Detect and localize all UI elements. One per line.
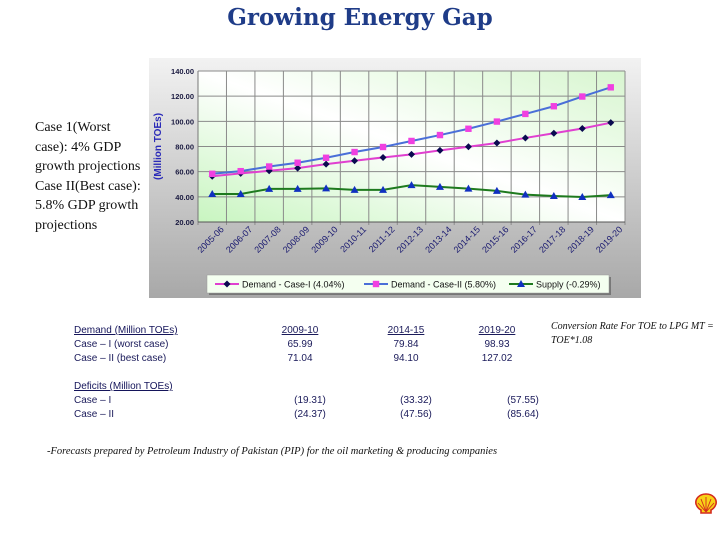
demand-value: 65.99 — [287, 339, 313, 350]
data-point-triangle — [464, 184, 473, 192]
year-header: 2009-10 — [281, 325, 319, 336]
data-point-triangle — [265, 184, 274, 192]
data-point-diamond — [294, 164, 302, 172]
data-point-square — [294, 159, 301, 166]
footnote: -Forecasts prepared by Petroleum Industr… — [47, 446, 498, 457]
y-tick-label: 80.00 — [175, 143, 194, 152]
year-column: 2019-20 98.93 127.02 — [467, 324, 527, 366]
data-point-triangle — [350, 185, 359, 193]
demand-table-labels: Demand (Million TOEs) Case – I (worst ca… — [74, 324, 178, 366]
data-point-triangle — [549, 191, 558, 199]
data-point-triangle — [236, 189, 245, 197]
energy-gap-chart: 20.00 40.00 60.00 80.00 100.00 120.00 140.00 2… — [149, 58, 641, 298]
data-point-square — [408, 137, 415, 145]
legend-label: Demand - Case-II (5.80%) — [391, 280, 496, 290]
data-point-triangle — [379, 185, 388, 193]
conversion-note: Conversion Rate For TOE to LPG MT = TOE*… — [551, 321, 714, 346]
data-point-diamond — [550, 129, 558, 137]
deficit-table-labels: Deficits (Million TOEs) Case – I Case – … — [74, 380, 173, 422]
deficit-column: (57.55) (85.64) — [493, 394, 553, 422]
deficit-value: (57.55) — [507, 395, 539, 406]
row-label: Case – I (worst case) — [74, 339, 169, 350]
demand-value: 98.93 — [484, 339, 510, 350]
data-point-square — [579, 93, 586, 100]
y-tick-label: 20.00 — [175, 218, 194, 227]
series-3 — [208, 181, 615, 200]
data-point-triangle — [407, 181, 416, 189]
series-1 — [208, 119, 615, 180]
y-axis-label: (Million TOEs) — [153, 113, 164, 180]
deficit-column: (33.32) (47.56) — [386, 394, 446, 422]
data-point-square — [493, 118, 501, 125]
data-point-square — [322, 154, 330, 161]
shell-logo-icon — [695, 493, 717, 514]
data-point-triangle — [521, 190, 530, 198]
data-point-diamond — [223, 280, 231, 288]
deficit-column: (19.31) (24.37) — [280, 394, 340, 422]
data-point-diamond — [578, 125, 586, 133]
demand-value: 127.02 — [481, 353, 513, 364]
series-2 — [209, 84, 614, 178]
data-point-triangle — [606, 191, 615, 199]
row-label: Case – I — [74, 395, 112, 406]
year-column: 2009-10 65.99 71.04 — [270, 324, 330, 366]
data-point-diamond — [436, 146, 444, 154]
data-point-triangle — [322, 184, 331, 192]
data-point-diamond — [408, 150, 415, 158]
data-point-triangle — [578, 192, 587, 200]
deficit-value: (24.37) — [294, 409, 326, 420]
y-tick-label: 140.00 — [171, 67, 194, 76]
demand-value: 79.84 — [393, 339, 419, 350]
row-label: Case – II — [74, 409, 115, 420]
legend-label: Supply (-0.29%) — [536, 280, 601, 290]
data-point-diamond — [464, 143, 472, 151]
deficit-value: (47.56) — [400, 409, 432, 420]
data-point-diamond — [493, 139, 501, 147]
slide-title: Growing Energy Gap — [227, 4, 493, 31]
year-header: 2019-20 — [478, 325, 516, 336]
data-point-diamond — [607, 119, 615, 127]
row-label: Case – II (best case) — [74, 353, 167, 364]
data-point-square — [209, 170, 216, 178]
data-point-diamond — [351, 157, 359, 165]
y-tick-label: 60.00 — [175, 168, 194, 177]
data-point-square — [372, 280, 380, 288]
y-tick-label: 40.00 — [175, 193, 194, 202]
legend-label: Demand - Case-I (4.04%) — [242, 280, 345, 290]
demand-header: Demand (Million TOEs) — [74, 325, 178, 336]
year-column: 2014-15 79.84 94.10 — [376, 324, 436, 366]
data-point-triangle — [293, 184, 302, 192]
data-point-diamond — [322, 160, 330, 168]
data-point-square — [351, 148, 358, 156]
legend-box — [206, 274, 610, 294]
y-tick-label: 100.00 — [171, 117, 194, 126]
data-point-square — [522, 110, 529, 118]
y-tick-label: 120.00 — [171, 92, 194, 101]
demand-value: 71.04 — [287, 353, 313, 364]
deficit-value: (19.31) — [294, 395, 326, 406]
data-point-square — [550, 103, 558, 110]
deficit-header: Deficits (Million TOEs) — [74, 381, 173, 392]
data-point-square — [465, 125, 472, 132]
data-point-triangle — [492, 186, 501, 194]
deficit-value: (33.32) — [400, 395, 432, 406]
data-point-diamond — [379, 153, 387, 161]
demand-value: 94.10 — [393, 353, 419, 364]
data-point-triangle — [208, 189, 217, 197]
chart-legend: Demand - Case-I (4.04%) Demand - Case-II … — [206, 274, 611, 295]
data-point-square — [379, 143, 387, 151]
deficit-value: (85.64) — [507, 409, 539, 420]
data-point-diamond — [521, 134, 529, 142]
data-point-square — [237, 167, 244, 175]
case-description: Case 1(Worst case): 4% GDP growth projec… — [35, 120, 141, 233]
year-header: 2014-15 — [387, 325, 425, 336]
data-point-triangle — [435, 182, 444, 190]
data-point-square — [265, 163, 273, 170]
data-point-triangle — [517, 280, 525, 287]
data-point-square — [607, 84, 614, 91]
data-point-square — [436, 131, 444, 139]
